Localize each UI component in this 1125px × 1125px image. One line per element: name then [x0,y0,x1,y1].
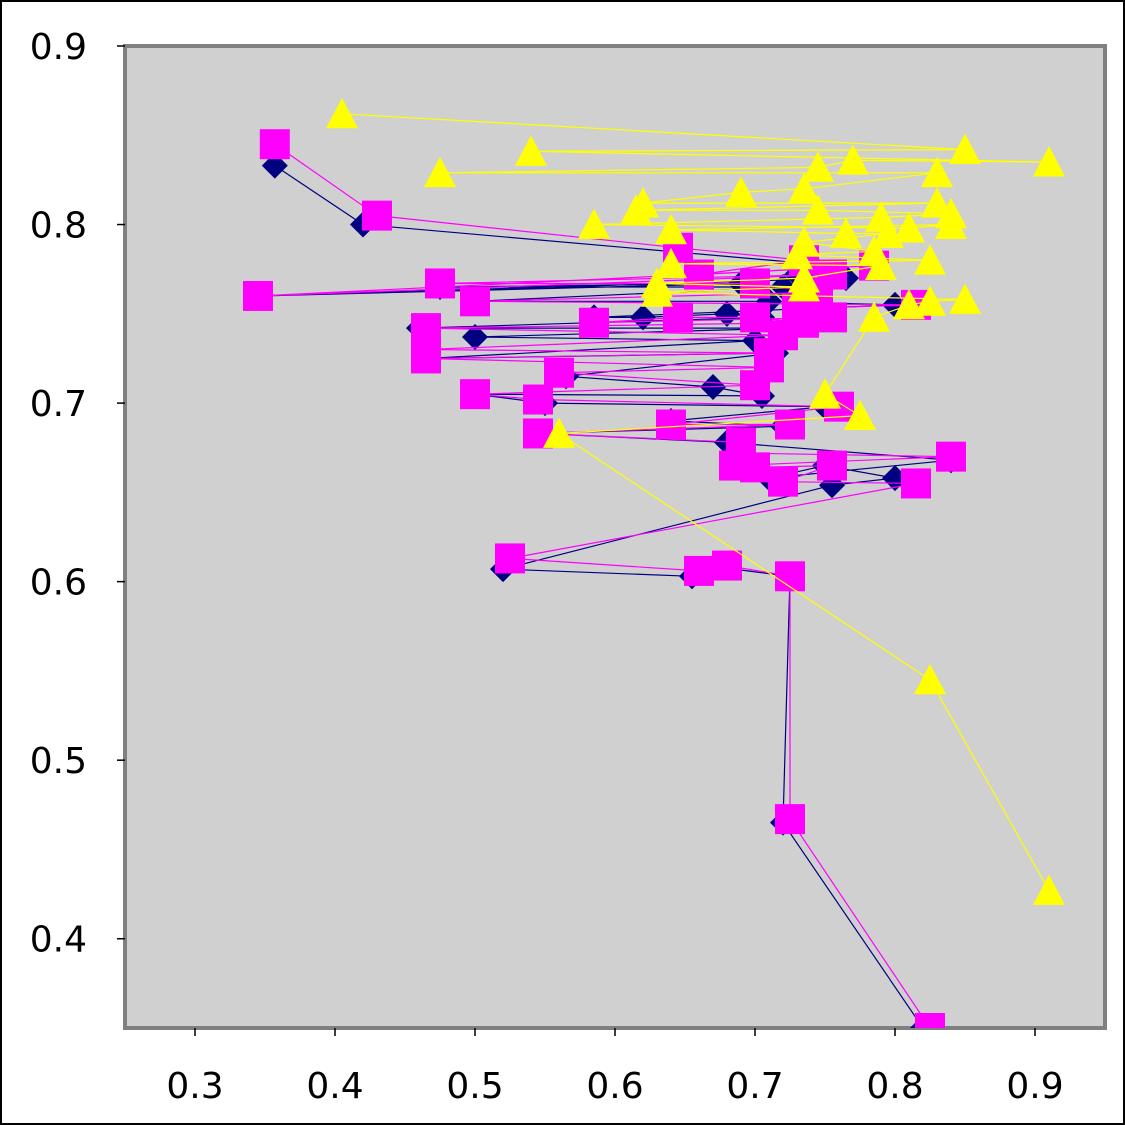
plot-area [123,44,1107,1030]
square-marker [362,200,392,231]
triangle-marker [641,276,673,307]
triangle-marker [935,208,967,239]
diamond-marker [462,324,488,351]
square-marker [775,409,805,440]
square-marker [663,302,693,333]
square-marker [817,302,847,333]
x-tick-label: 0.7 [726,1066,783,1107]
y-tick-label: 0.6 [30,563,87,604]
triangle-marker [837,144,869,175]
triangle-marker [921,156,953,188]
y-tick-label: 0.5 [30,741,87,782]
x-tick-label: 0.5 [446,1066,503,1107]
diamond-marker [630,304,656,331]
triangle-marker [788,271,820,302]
triangle-marker [914,285,946,316]
square-marker [425,268,455,299]
triangle-marker [858,301,890,332]
square-marker [495,543,525,574]
square-marker [411,343,441,374]
x-tick-label: 0.3 [166,1066,223,1107]
triangle-marker [1033,874,1065,905]
triangle-marker [830,217,862,248]
square-marker [712,550,742,581]
square-marker [259,129,290,160]
triangle-marker [865,249,897,281]
triangle-marker [802,194,834,225]
triangle-marker [914,663,946,695]
square-marker [817,450,847,481]
triangle-marker [1033,146,1065,177]
triangle-marker [893,288,925,320]
square-marker [775,804,805,835]
triangle-marker [844,399,876,430]
square-marker [579,307,609,338]
square-marker [915,1013,945,1028]
triangle-marker [781,238,813,270]
triangle-marker [949,133,981,164]
square-marker [768,466,798,497]
triangle-marker [949,283,981,314]
square-marker [740,370,770,401]
triangle-marker [655,213,687,245]
square-marker [684,555,714,586]
square-marker [740,452,770,483]
triangle-marker [515,135,547,166]
triangle-marker [620,194,652,225]
triangle-marker [809,378,841,409]
square-marker [523,384,553,415]
square-marker [740,302,770,333]
square-marker [656,409,686,440]
square-marker [901,468,931,499]
square-marker [460,379,490,410]
triangle-marker [326,97,358,129]
y-tick-label: 0.9 [30,27,87,68]
series-triangle [326,97,1065,905]
triangle-marker [893,212,925,243]
x-tick-label: 0.9 [1006,1066,1063,1107]
triangle-marker [725,176,757,207]
triangle-marker [872,217,904,248]
triangle-marker [655,247,687,279]
triangle-marker [543,417,575,448]
square-marker [936,441,966,472]
x-tick-label: 0.4 [306,1066,363,1107]
square-marker [460,286,490,317]
square-marker [740,268,770,299]
triangle-marker [802,151,834,182]
triangle-marker [914,244,946,275]
triangle-marker [424,156,456,188]
square-marker [544,357,574,388]
triangle-marker [578,208,610,239]
square-marker [243,280,273,311]
triangle-marker [788,172,820,204]
x-tick-label: 0.8 [866,1066,923,1107]
x-tick-label: 0.6 [586,1066,643,1107]
y-tick-label: 0.8 [30,206,87,247]
y-tick-label: 0.7 [30,384,87,425]
plot-content [243,97,1065,1028]
axes: 0.4 0.5 0.6 0.7 0.8 0.9 0.3 0.4 0.5 0.6 0.7 0.8 0.9 [30,27,1064,1107]
y-tick-label: 0.4 [30,920,87,961]
